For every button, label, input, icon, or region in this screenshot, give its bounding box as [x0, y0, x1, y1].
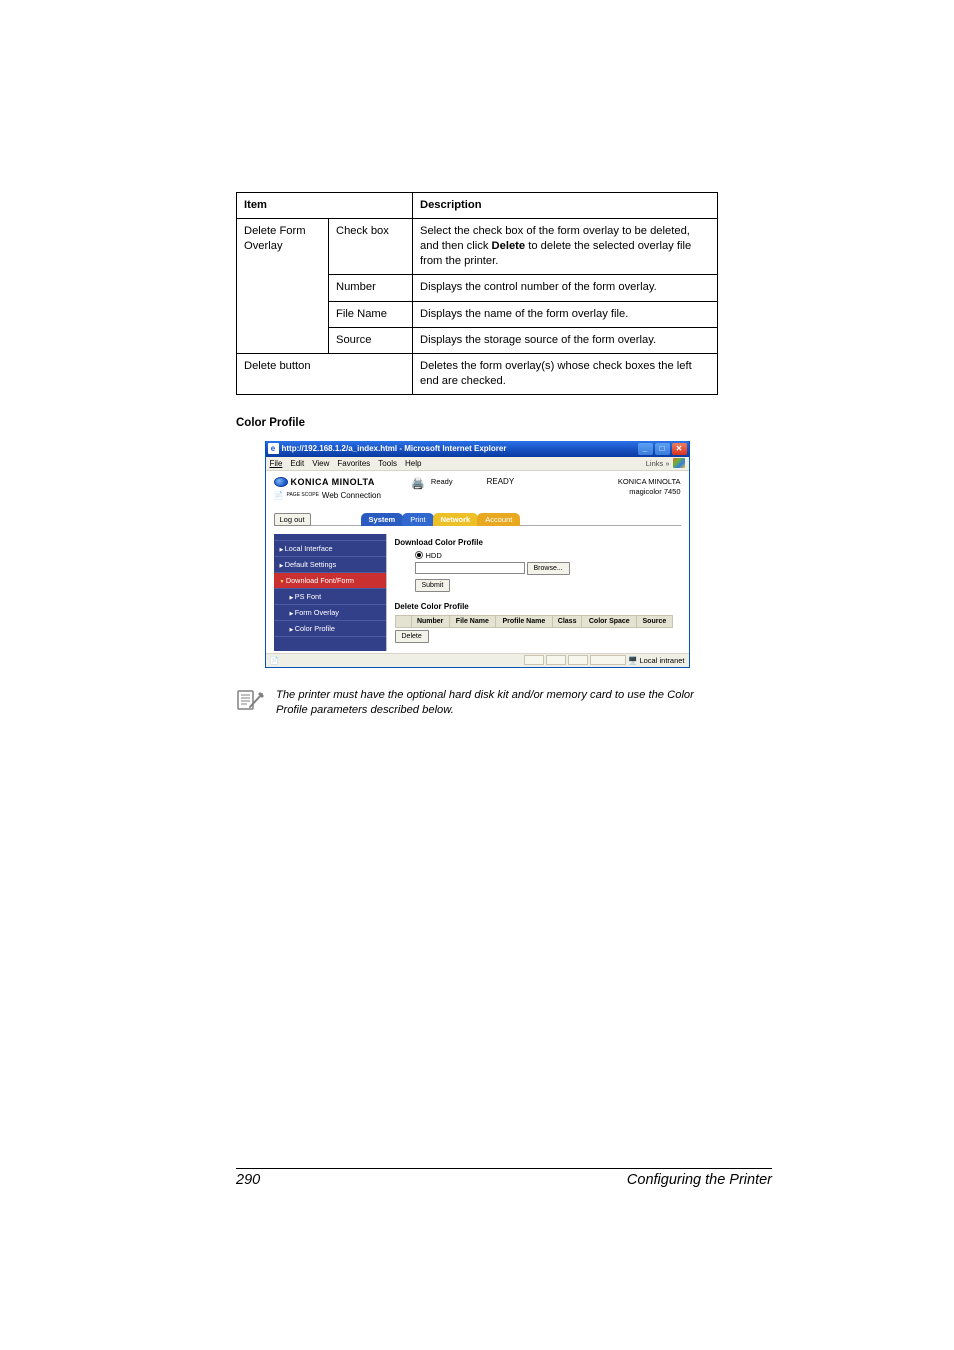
- menu-help[interactable]: Help: [405, 459, 421, 468]
- delete-profile-table: Number File Name Profile Name Class Colo…: [395, 615, 673, 628]
- cell-sub-number: Number: [329, 275, 413, 301]
- ie-title-text: http://192.168.1.2/a_index.html - Micros…: [282, 444, 638, 453]
- menu-tools[interactable]: Tools: [378, 459, 397, 468]
- logout-button[interactable]: Log out: [274, 513, 311, 526]
- mth-class: Class: [552, 615, 581, 627]
- maximize-button[interactable]: □: [655, 443, 670, 455]
- sidebar: Local Interface Default Settings Downloa…: [274, 534, 387, 651]
- status-intranet: Local intranet: [639, 656, 684, 665]
- ie-icon: e: [268, 443, 279, 454]
- ie-menubar: File Edit View Favorites Tools Help Link…: [266, 457, 689, 471]
- sidebar-color-profile[interactable]: Color Profile: [274, 620, 386, 637]
- tabs-row: System Print Network Account: [361, 513, 681, 526]
- header-right-1: KONICA MINOLTA: [618, 477, 681, 487]
- tab-network[interactable]: Network: [433, 513, 479, 526]
- sidebar-form-overlay[interactable]: Form Overlay: [274, 604, 386, 620]
- intranet-icon: 🖥️: [628, 656, 637, 665]
- note-text: The printer must have the optional hard …: [276, 688, 718, 718]
- submit-button[interactable]: Submit: [415, 579, 451, 592]
- sidebar-ps-font[interactable]: PS Font: [274, 588, 386, 604]
- menu-win-icon: [673, 458, 685, 468]
- status-seg: [590, 655, 626, 665]
- cell-item-delete-button: Delete button: [237, 353, 413, 394]
- radio-hdd-label: HDD: [426, 551, 442, 560]
- mth-blank: [395, 615, 411, 627]
- header-right: KONICA MINOLTA magicolor 7450: [618, 477, 681, 497]
- cell-sub-checkbox: Check box: [329, 219, 413, 275]
- konica-ellipse-icon: [274, 477, 288, 487]
- status-seg: [568, 655, 588, 665]
- th-description: Description: [413, 193, 718, 219]
- ie-statusbar: 📄 🖥️ Local intranet: [266, 653, 689, 667]
- printer-ready-icon: 🖨️: [411, 477, 425, 491]
- status-seg: [546, 655, 566, 665]
- header-right-2: magicolor 7450: [618, 487, 681, 497]
- sidebar-download-font-form[interactable]: Download Font/Form: [274, 572, 386, 588]
- menu-edit[interactable]: Edit: [290, 459, 304, 468]
- menu-favorites[interactable]: Favorites: [337, 459, 370, 468]
- sidebar-local-interface[interactable]: Local Interface: [274, 540, 386, 556]
- tab-account[interactable]: Account: [477, 513, 520, 526]
- menu-links[interactable]: Links »: [646, 459, 670, 468]
- delete-button[interactable]: Delete: [395, 630, 429, 643]
- minimize-button[interactable]: _: [638, 443, 653, 455]
- mth-profilename: Profile Name: [495, 615, 552, 627]
- web-connection-label: Web Connection: [322, 491, 381, 500]
- cell-desc-3: Displays the storage source of the form …: [413, 327, 718, 353]
- cell-item-delete-form-overlay: Delete Form Overlay: [237, 219, 329, 354]
- cell-desc-4: Deletes the form overlay(s) whose check …: [413, 353, 718, 394]
- cell-desc-1: Displays the control number of the form …: [413, 275, 718, 301]
- konica-sub: 📄 PAGE SCOPE Web Connection: [274, 491, 381, 501]
- browse-button[interactable]: Browse...: [527, 562, 570, 575]
- note-row: The printer must have the optional hard …: [236, 688, 718, 718]
- th-item: Item: [237, 193, 413, 219]
- tab-system[interactable]: System: [361, 513, 404, 526]
- radio-hdd[interactable]: [415, 551, 423, 559]
- cell-sub-source: Source: [329, 327, 413, 353]
- section-heading-color-profile: Color Profile: [236, 417, 718, 429]
- status-seg: [524, 655, 544, 665]
- cell-desc-0: Select the check box of the form overlay…: [413, 219, 718, 275]
- menu-view[interactable]: View: [312, 459, 329, 468]
- menu-file[interactable]: File: [270, 459, 283, 468]
- mth-filename: File Name: [449, 615, 495, 627]
- status-done-icon: 📄: [270, 656, 279, 665]
- description-table: Item Description Delete Form Overlay Che…: [236, 192, 718, 395]
- ready-small: Ready: [431, 477, 453, 486]
- tab-print[interactable]: Print: [402, 513, 433, 526]
- konica-logo: KONICA MINOLTA: [274, 477, 381, 487]
- footer-title: Configuring the Printer: [627, 1172, 772, 1188]
- mth-colorspace: Color Space: [582, 615, 637, 627]
- mth-source: Source: [637, 615, 672, 627]
- page-footer: 290 Configuring the Printer: [236, 1168, 772, 1188]
- close-button[interactable]: ✕: [672, 443, 687, 455]
- file-path-input[interactable]: [415, 562, 525, 574]
- ie-titlebar: e http://192.168.1.2/a_index.html - Micr…: [266, 441, 689, 457]
- mth-number: Number: [411, 615, 449, 627]
- konica-brand: KONICA MINOLTA: [291, 477, 375, 487]
- ie-window: e http://192.168.1.2/a_index.html - Micr…: [265, 441, 690, 668]
- cell-desc-2: Displays the name of the form overlay fi…: [413, 301, 718, 327]
- note-icon: [236, 688, 266, 715]
- pagescope-icon: 📄: [274, 491, 284, 501]
- pagescope-prefix: PAGE SCOPE: [287, 493, 319, 498]
- ready-big: READY: [487, 477, 515, 486]
- panel-delete-title: Delete Color Profile: [395, 602, 673, 611]
- page-number: 290: [236, 1172, 260, 1188]
- main-panel: Download Color Profile HDD Browse... Sub…: [387, 534, 681, 651]
- sidebar-default-settings[interactable]: Default Settings: [274, 556, 386, 572]
- ie-content: KONICA MINOLTA 📄 PAGE SCOPE Web Connecti…: [266, 471, 689, 653]
- cell-sub-filename: File Name: [329, 301, 413, 327]
- panel-download-title: Download Color Profile: [395, 538, 673, 547]
